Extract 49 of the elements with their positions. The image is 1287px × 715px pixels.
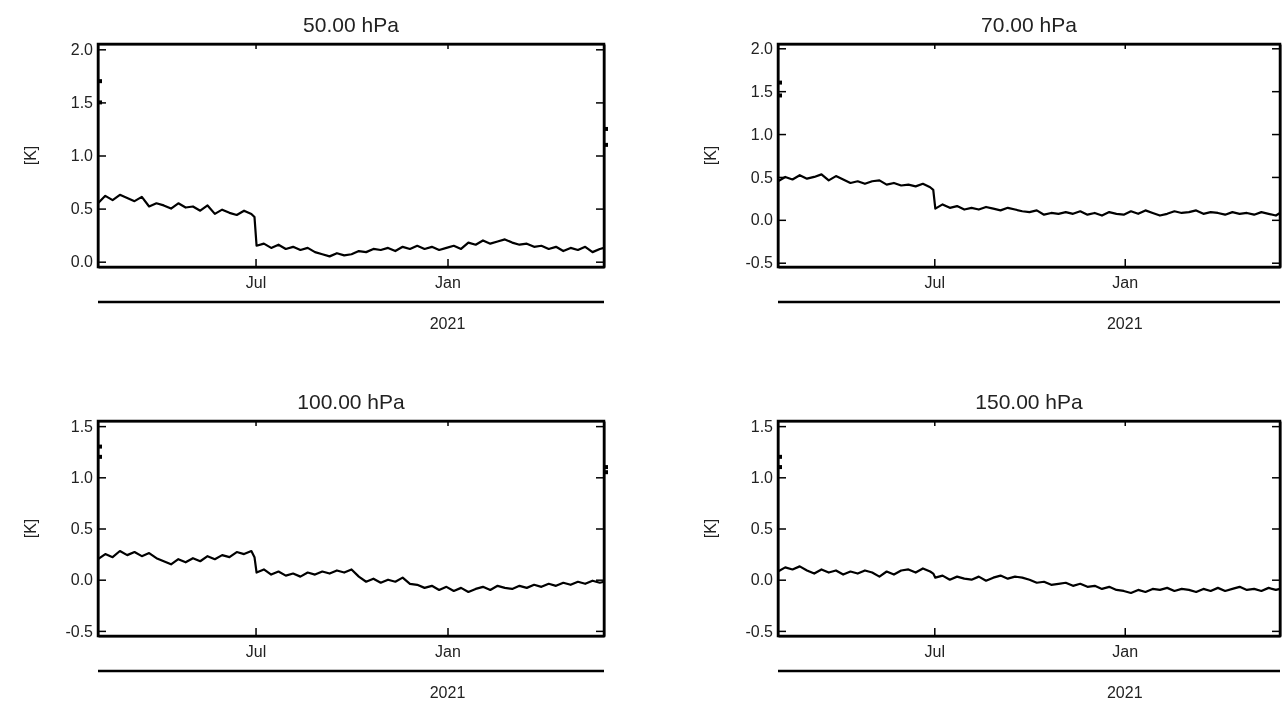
point: [604, 465, 608, 470]
chart-title: 50.00 hPa: [303, 13, 400, 36]
y-axis-title: [K]: [22, 145, 39, 166]
point: [604, 470, 608, 475]
y-tick-label: -0.5: [65, 622, 94, 640]
chart-title: 150.00 hPa: [975, 390, 1084, 413]
chart-title: 70.00 hPa: [981, 13, 1078, 36]
x-tick-label: Jan: [435, 643, 461, 661]
chart-title: 100.00 hPa: [297, 390, 406, 413]
y-tick-label: 0.5: [70, 520, 94, 538]
point: [604, 142, 608, 147]
y-tick-label: 1.0: [750, 125, 774, 143]
text: 2021: [429, 315, 466, 332]
y-tick-label: 1.5: [750, 417, 774, 435]
y-tick-label: 0.5: [750, 168, 774, 186]
text: 2021: [1106, 684, 1143, 701]
point: [98, 100, 102, 105]
y-tick-label: 0.0: [750, 211, 774, 229]
point: [98, 444, 102, 449]
y-tick-label: 0.0: [70, 571, 94, 589]
text: 2021: [1106, 315, 1143, 332]
point: [604, 126, 608, 131]
y-axis-title: [K]: [702, 518, 719, 539]
y-tick-label: 0.5: [750, 520, 774, 538]
y-tick-label: 1.5: [70, 417, 94, 435]
y-axis-title: [K]: [22, 518, 39, 539]
y-tick-label: 1.5: [70, 94, 94, 112]
y-tick-label: 0.5: [70, 200, 94, 218]
y-tick-label: 1.0: [750, 468, 774, 486]
x-tick-label: Jul: [924, 274, 946, 292]
x-tick-label: Jul: [924, 643, 946, 661]
y-axis-title: [K]: [702, 145, 719, 166]
y-tick-label: 2.0: [750, 39, 774, 57]
point: [98, 454, 102, 459]
y-tick-label: 1.0: [70, 147, 94, 165]
x-tick-label: Jul: [245, 274, 267, 292]
y-tick-label: -0.5: [745, 254, 774, 272]
x-tick-label: Jan: [1112, 274, 1139, 292]
point: [98, 79, 102, 84]
x-tick-label: Jan: [1112, 643, 1139, 661]
y-tick-label: 2.0: [70, 40, 94, 58]
y-tick-label: 0.0: [750, 571, 774, 589]
x-tick-label: Jan: [435, 274, 461, 292]
y-tick-label: -0.5: [745, 622, 774, 640]
x-tick-label: Jul: [245, 643, 267, 661]
y-tick-label: 1.5: [750, 82, 774, 100]
y-tick-label: 0.0: [70, 253, 94, 271]
y-tick-label: 1.0: [70, 468, 94, 486]
text: 2021: [429, 684, 466, 701]
